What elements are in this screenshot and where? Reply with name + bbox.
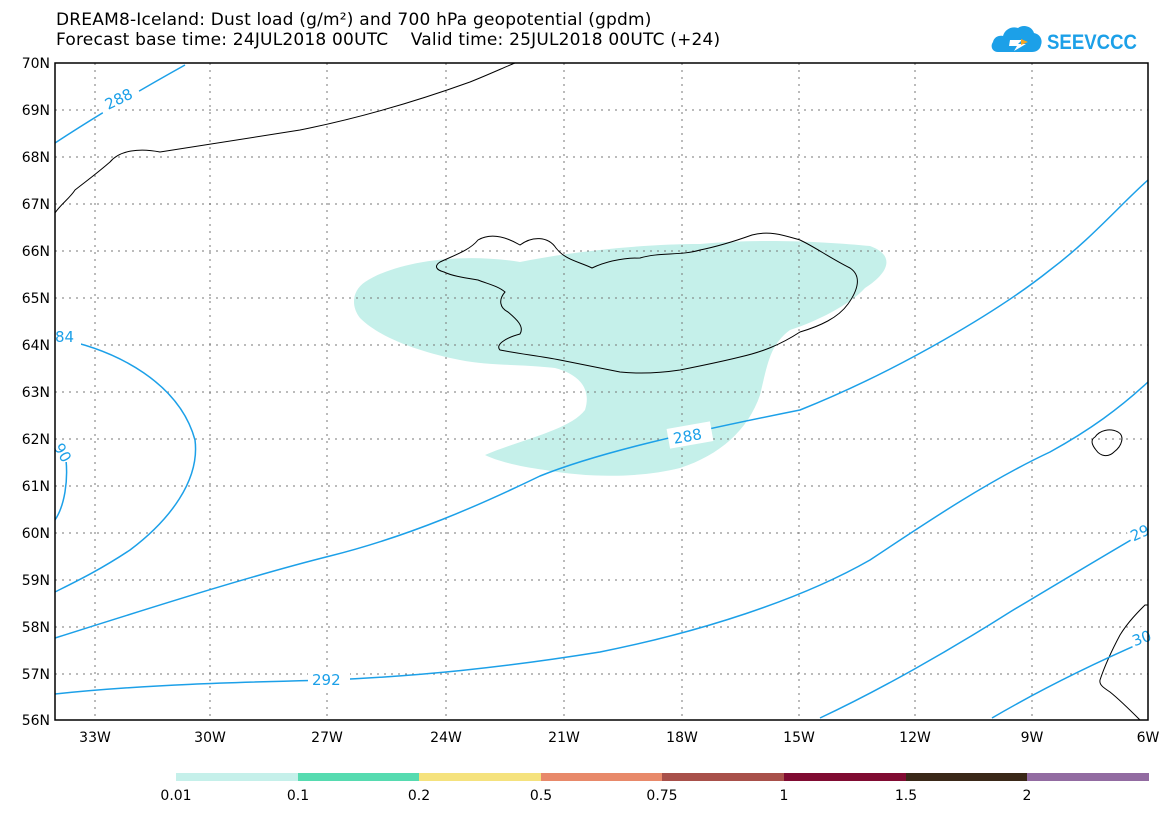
contour-labels: 288 84 90 288 292 29 30 bbox=[50, 79, 1156, 689]
lon-tick-label: 6W bbox=[1137, 730, 1160, 746]
contour-300 bbox=[991, 639, 1149, 719]
lon-tick-label: 27W bbox=[311, 730, 343, 746]
lon-tick-label: 9W bbox=[1021, 730, 1044, 746]
lat-tick-label: 62N bbox=[22, 432, 50, 448]
legend-swatch bbox=[541, 773, 662, 781]
legend-label: 0.2 bbox=[408, 788, 430, 804]
lat-tick-label: 70N bbox=[22, 56, 50, 72]
lon-axis: 33W 30W 27W 24W 21W 18W 15W 12W 9W 6W bbox=[79, 730, 1159, 746]
scotland-coastline bbox=[1099, 604, 1149, 721]
gridlines bbox=[55, 63, 1148, 720]
lon-tick-label: 33W bbox=[79, 730, 111, 746]
logo-text: SEEVCCC bbox=[1047, 31, 1137, 54]
lat-tick-label: 59N bbox=[22, 573, 50, 589]
legend-swatch bbox=[906, 773, 1027, 781]
contour-label-288-main: 288 bbox=[672, 425, 703, 448]
legend-label: 0.01 bbox=[160, 788, 191, 804]
lon-tick-label: 21W bbox=[548, 730, 580, 746]
legend-swatch bbox=[1027, 773, 1149, 781]
lat-tick-label: 60N bbox=[22, 526, 50, 542]
color-legend: 0.01 0.1 0.2 0.5 0.75 1 1.5 2 bbox=[160, 773, 1149, 804]
contour-label-284: 84 bbox=[55, 328, 74, 346]
lon-tick-label: 15W bbox=[783, 730, 815, 746]
lat-tick-label: 67N bbox=[22, 197, 50, 213]
legend-swatch bbox=[176, 773, 298, 781]
legend-label: 2 bbox=[1023, 788, 1032, 804]
lat-tick-label: 56N bbox=[22, 713, 50, 729]
legend-swatch bbox=[298, 773, 419, 781]
contour-290-west bbox=[54, 459, 68, 521]
cloud-icon bbox=[991, 25, 1042, 52]
contour-label-292: 292 bbox=[312, 671, 341, 689]
legend-swatch bbox=[662, 773, 784, 781]
lat-tick-label: 69N bbox=[22, 103, 50, 119]
lat-tick-label: 58N bbox=[22, 620, 50, 636]
lat-tick-label: 64N bbox=[22, 338, 50, 354]
faroe-coastline bbox=[1091, 429, 1123, 457]
contour-284-west bbox=[54, 337, 197, 593]
legend-label: 1.5 bbox=[895, 788, 917, 804]
contour-292 bbox=[54, 381, 1149, 695]
legend-swatch bbox=[419, 773, 541, 781]
legend-swatch bbox=[784, 773, 906, 781]
legend-label: 0.1 bbox=[287, 788, 309, 804]
legend-label: 1 bbox=[780, 788, 789, 804]
legend-label: 0.5 bbox=[530, 788, 552, 804]
contour-288-main bbox=[54, 179, 1149, 639]
iceland-coastline bbox=[436, 232, 858, 374]
lon-tick-label: 18W bbox=[666, 730, 698, 746]
map-frame bbox=[54, 62, 1149, 721]
lon-tick-label: 12W bbox=[899, 730, 931, 746]
lat-tick-label: 66N bbox=[22, 244, 50, 260]
lat-tick-label: 68N bbox=[22, 150, 50, 166]
lon-tick-label: 24W bbox=[430, 730, 462, 746]
map-subtitle: Forecast base time: 24JUL2018 00UTC Vali… bbox=[56, 30, 721, 50]
lon-tick-label: 30W bbox=[194, 730, 226, 746]
greenland-coastline bbox=[54, 62, 516, 214]
lat-axis: 70N 69N 68N 67N 66N 65N 64N 63N 62N 61N … bbox=[22, 56, 50, 729]
lat-tick-label: 65N bbox=[22, 291, 50, 307]
legend-label: 0.75 bbox=[646, 788, 677, 804]
geopotential-contours bbox=[54, 64, 1149, 719]
contour-296 bbox=[819, 529, 1149, 719]
seevccc-logo: SEEVCCC bbox=[991, 25, 1137, 54]
map-title: DREAM8-Iceland: Dust load (g/m²) and 700… bbox=[56, 10, 652, 30]
lat-tick-label: 57N bbox=[22, 667, 50, 683]
lat-tick-label: 61N bbox=[22, 479, 50, 495]
dust-load-area bbox=[353, 240, 887, 476]
lat-tick-label: 63N bbox=[22, 385, 50, 401]
